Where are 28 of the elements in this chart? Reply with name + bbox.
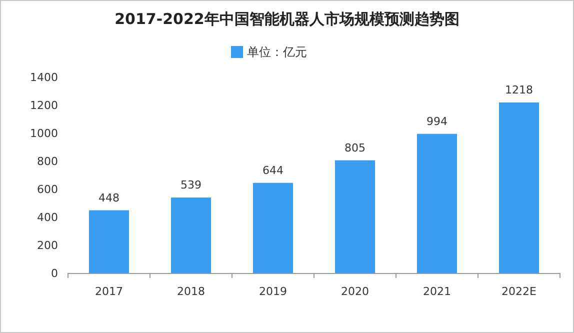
bar [499, 102, 539, 273]
data-label: 448 [98, 191, 120, 204]
x-tick-label: 2021 [423, 285, 451, 298]
y-tick-label: 800 [37, 155, 58, 168]
y-tick-label: 600 [37, 183, 58, 196]
y-tick-label: 1000 [30, 127, 58, 140]
legend-label: 单位：亿元 [247, 45, 307, 59]
x-tick-label: 2020 [341, 285, 369, 298]
y-tick-label: 400 [37, 211, 58, 224]
data-label: 994 [426, 114, 448, 128]
x-tick-label: 2022E [502, 285, 537, 298]
data-label: 539 [180, 178, 202, 192]
chart-title: 2017-2022年中国智能机器人市场规模预测趋势图 [114, 10, 460, 28]
x-tick-label: 2019 [259, 285, 287, 298]
y-tick-label: 0 [51, 267, 58, 280]
y-tick-label: 1400 [30, 71, 58, 84]
data-label: 805 [344, 141, 366, 154]
y-tick-label: 200 [37, 239, 58, 252]
bar [171, 198, 211, 273]
data-label: 644 [262, 164, 284, 177]
bar [417, 134, 457, 273]
bar [253, 182, 293, 273]
x-tick-label: 2017 [95, 285, 123, 298]
y-tick-label: 1200 [30, 99, 58, 112]
bar [335, 160, 375, 273]
data-label: 1218 [505, 83, 533, 96]
x-tick-label: 2018 [177, 285, 205, 298]
bar [89, 210, 129, 273]
